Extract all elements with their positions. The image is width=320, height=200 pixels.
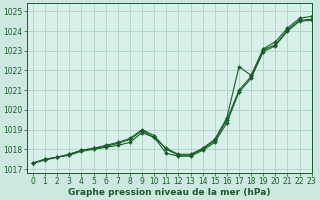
X-axis label: Graphe pression niveau de la mer (hPa): Graphe pression niveau de la mer (hPa) [68,188,270,197]
